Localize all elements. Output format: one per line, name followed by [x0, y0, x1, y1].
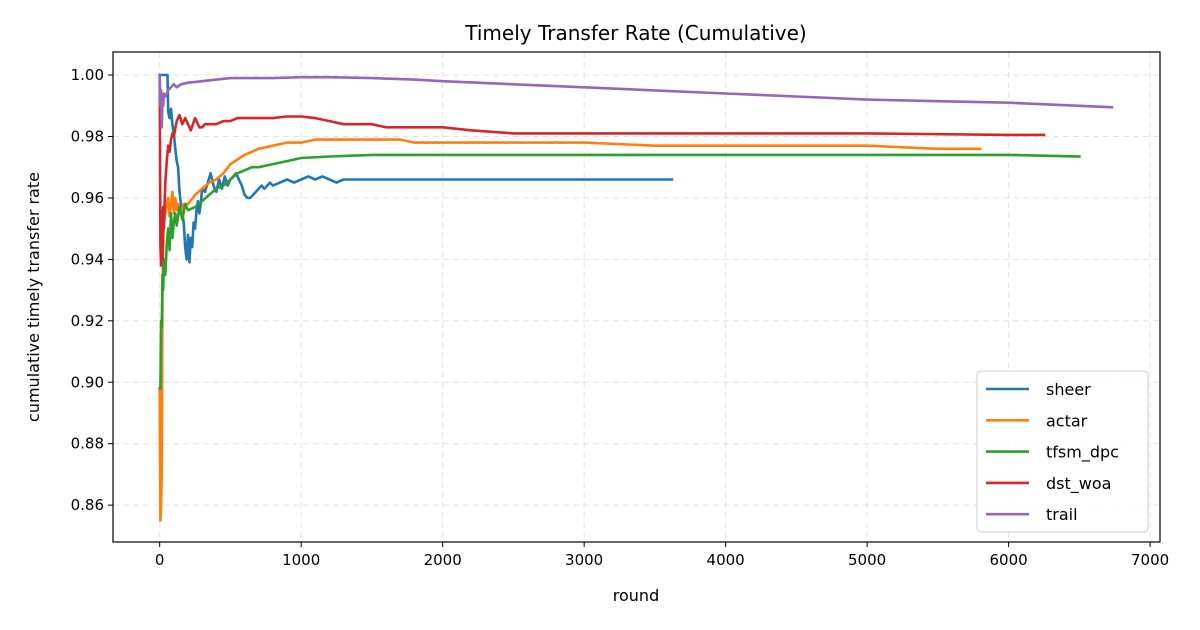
y-axis-ticks: 0.86 0.88 0.90 0.92 0.94 0.96 0.98 1.00: [71, 66, 113, 514]
legend-label-dst-woa: dst_woa: [1046, 474, 1111, 494]
x-axis-ticks: 0 1000 2000 3000 4000 5000 6000 7000: [155, 542, 1169, 569]
legend-box: [976, 370, 1149, 533]
series-line-dst-woa: [158, 73, 1046, 267]
y-tick-label: 0.98: [71, 127, 104, 145]
legend-label-trail: trail: [1046, 505, 1078, 524]
legend-label-sheer: sheer: [1046, 380, 1091, 399]
legend-label-tfsm-dpc: tfsm_dpc: [1046, 443, 1119, 463]
x-tick-label: 0: [155, 551, 165, 569]
chart-title: Timely Transfer Rate (Cumulative): [464, 21, 806, 45]
legend-label-actar: actar: [1046, 411, 1088, 430]
series-lines: [158, 73, 1114, 522]
y-tick-label: 0.94: [71, 250, 104, 268]
x-tick-label: 6000: [990, 551, 1028, 569]
x-tick-label: 4000: [707, 551, 745, 569]
x-tick-label: 2000: [424, 551, 462, 569]
x-tick-label: 5000: [848, 551, 886, 569]
y-tick-label: 0.96: [71, 189, 104, 207]
y-tick-label: 0.92: [71, 312, 104, 330]
plot-area-frame: [112, 51, 1161, 543]
x-tick-label: 1000: [282, 551, 320, 569]
series-line-trail: [158, 73, 1114, 129]
y-tick-label: 0.90: [71, 373, 104, 391]
grid-lines: [113, 52, 1160, 542]
series-line-tfsm-dpc: [158, 153, 1081, 390]
x-tick-label: 3000: [565, 551, 603, 569]
y-tick-label: 1.00: [71, 66, 104, 84]
series-line-sheer: [158, 73, 674, 264]
y-tick-label: 0.86: [71, 496, 104, 514]
x-axis-label: round: [613, 586, 659, 605]
y-axis-label: cumulative timely transfer rate: [24, 172, 43, 422]
x-tick-label: 7000: [1131, 551, 1169, 569]
series-line-actar: [158, 138, 982, 522]
y-tick-label: 0.88: [71, 435, 104, 453]
